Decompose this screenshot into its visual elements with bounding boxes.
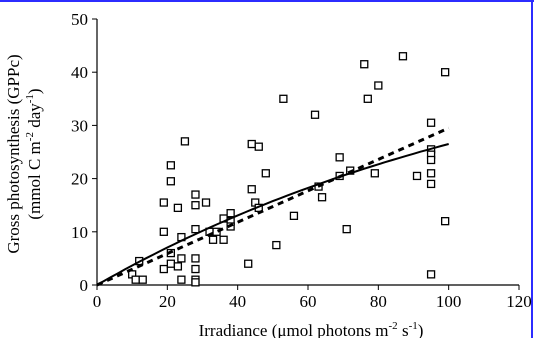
x-tick-label: 0 (93, 292, 102, 311)
data-point (398, 52, 408, 61)
y-ticks: 0 10 20 30 40 50 (71, 10, 97, 295)
data-point (247, 139, 256, 149)
data-point (180, 137, 190, 146)
data-point (212, 227, 221, 236)
data-point (247, 185, 256, 194)
axes (96, 19, 519, 286)
x-ticks: 0 20 40 60 80 100 120 (93, 285, 532, 311)
data-point (159, 198, 168, 207)
y-tick-label: 10 (71, 223, 88, 242)
data-point (191, 278, 200, 287)
data-point (360, 60, 369, 69)
data-point (166, 177, 176, 186)
data-point (208, 235, 218, 244)
data-point (191, 224, 200, 234)
data-point (370, 169, 379, 178)
data-point (201, 198, 211, 207)
data-point (261, 169, 270, 178)
y-tick-label: 40 (71, 63, 88, 82)
data-point (363, 94, 372, 103)
data-point (159, 264, 168, 274)
data-point (191, 190, 200, 199)
data-point (166, 161, 176, 170)
data-point (254, 142, 263, 151)
data-point (138, 275, 147, 284)
data-point (310, 110, 320, 119)
data-point (177, 275, 186, 284)
data-point (426, 169, 436, 178)
data-point (279, 94, 288, 103)
data-point (440, 68, 450, 77)
data-point (191, 254, 200, 263)
x-tick-label: 40 (229, 292, 246, 311)
data-point (173, 203, 183, 213)
plot-area: 0 20 40 60 80 100 120 0 10 20 30 40 50 (71, 10, 532, 311)
data-point (131, 275, 140, 284)
data-point (335, 153, 344, 162)
data-point (173, 262, 183, 271)
data-point (159, 227, 168, 236)
data-point (272, 240, 281, 250)
fit-line-dashed (96, 126, 450, 287)
y-axis-label-line2: (mmol C m-2 day-1) (24, 88, 44, 219)
data-point (226, 209, 235, 218)
data-point (191, 264, 200, 274)
data-point (426, 179, 436, 189)
data-point (244, 259, 253, 268)
data-point (191, 201, 200, 210)
data-point (426, 155, 436, 165)
data-point (412, 171, 422, 181)
data-point (166, 259, 176, 268)
y-tick-label: 50 (71, 10, 88, 29)
scatter-points (128, 52, 450, 287)
data-point (440, 217, 450, 226)
data-point (426, 118, 436, 127)
y-tick-label: 30 (71, 116, 88, 135)
x-tick-label: 120 (506, 292, 532, 311)
x-tick-label: 60 (300, 292, 317, 311)
x-tick-label: 100 (436, 292, 462, 311)
x-axis-label: Irradiance (μmol photons m-2 s-1) (199, 320, 424, 338)
data-point (426, 270, 436, 279)
x-tick-label: 80 (370, 292, 387, 311)
data-point (374, 81, 383, 90)
data-point (219, 235, 228, 244)
fit-line-solid (96, 143, 449, 286)
y-axis-label-line1: Gross photosynthesis (GPPc) (4, 54, 23, 253)
data-point (177, 254, 186, 263)
data-point (317, 193, 327, 202)
x-tick-label: 20 (159, 292, 176, 311)
y-tick-label: 0 (80, 276, 89, 295)
data-point (342, 224, 351, 234)
y-tick-label: 20 (71, 170, 88, 189)
data-point (289, 211, 299, 220)
